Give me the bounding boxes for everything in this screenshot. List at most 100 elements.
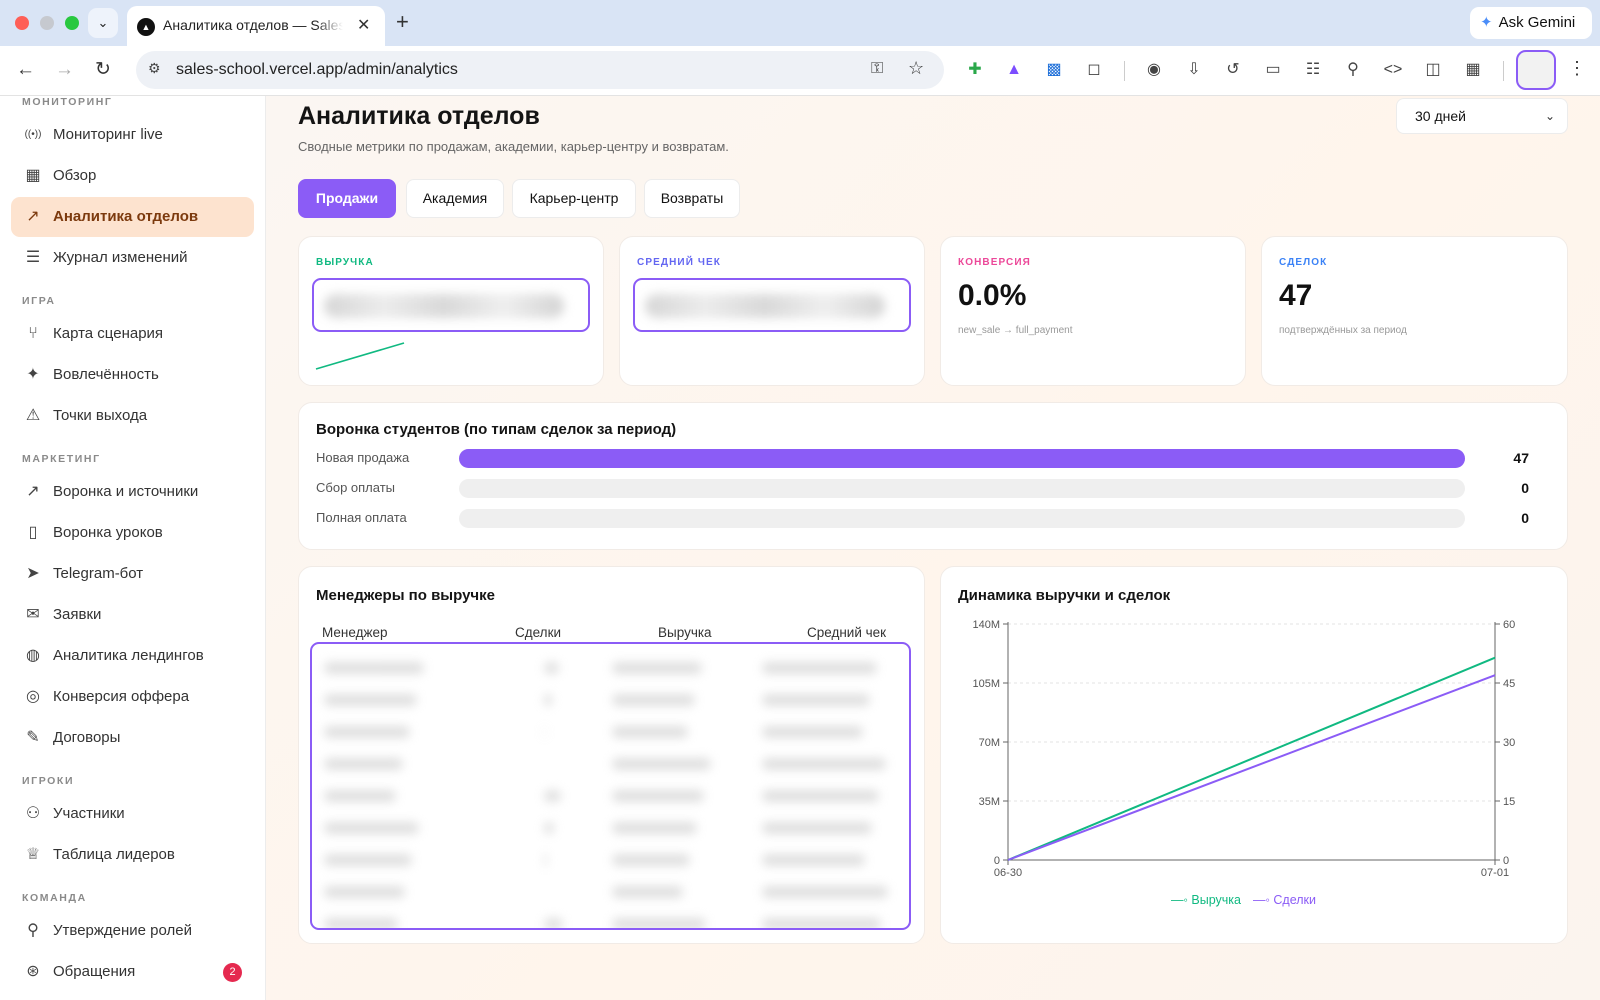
extension-s-icon[interactable]: ▩ — [1046, 61, 1062, 78]
sidebar-item[interactable]: ⊛ Обращения 2 — [11, 952, 254, 992]
send-icon: ➤ — [26, 565, 40, 582]
column-header-revenue[interactable]: Выручка — [658, 625, 712, 640]
password-key-icon[interactable]: ⚿ — [871, 60, 884, 77]
url-text[interactable]: sales-school.vercel.app/admin/analytics — [176, 61, 458, 78]
sidebar-item[interactable]: ▯ Воронка уроков — [11, 513, 254, 553]
funnel-title: Воронка студентов (по типам сделок за пе… — [316, 421, 677, 438]
sidebar-item[interactable]: ➤ Telegram-бот — [11, 554, 254, 594]
kpi-note: подтверждённых за период — [1279, 325, 1407, 336]
redacted-cell — [612, 854, 690, 866]
sidebar-item[interactable]: ◍ Аналитика лендингов — [11, 636, 254, 676]
sidebar-item[interactable]: ⚲ Утверждение ролей — [11, 911, 254, 951]
tab-career-center[interactable]: Карьер-центр — [512, 179, 636, 218]
download-icon[interactable]: ⇩ — [1187, 61, 1201, 78]
trend-icon: ↗ — [26, 208, 40, 225]
users-icon: ⚇ — [25, 805, 41, 822]
x-tick-label: 07-01 — [1481, 867, 1509, 879]
sparkline-line — [315, 342, 405, 370]
reload-icon[interactable]: ↻ — [95, 59, 111, 80]
funnel-bar-track — [459, 449, 1465, 468]
sidebar-item[interactable]: ↗ Воронка и источники — [11, 472, 254, 512]
browser-tab[interactable]: ▲ Аналитика отделов — Sales School ✕ — [127, 6, 385, 46]
sidebar-item[interactable]: ⚇ Участники — [11, 794, 254, 834]
sidebar-item[interactable]: ✉ Заявки — [11, 595, 254, 635]
redacted-cell — [324, 918, 398, 928]
extension-drop-icon[interactable]: ▲ — [1006, 61, 1022, 78]
sidebar-item[interactable]: ♕ Таблица лидеров — [11, 835, 254, 875]
ask-gemini-label: Ask Gemini — [1498, 14, 1576, 31]
redacted-cell — [612, 694, 695, 706]
redacted-cell — [324, 886, 405, 898]
redacted-cell — [324, 854, 412, 866]
trash-icon[interactable]: ◫ — [1425, 61, 1441, 78]
sidebar-item-label: Заявки — [53, 606, 102, 623]
sidebar-item-label: Мониторинг live — [53, 126, 163, 143]
tab-refunds[interactable]: Возвраты — [644, 179, 740, 218]
translate-icon[interactable]: ☷ — [1305, 61, 1321, 78]
tab-search-chevron-icon[interactable]: ⌄ — [88, 8, 118, 38]
close-window-button[interactable] — [15, 16, 29, 30]
sidebar-item[interactable]: ◎ Конверсия оффера — [11, 677, 254, 717]
funnel-bar-track — [459, 509, 1465, 528]
site-settings-icon[interactable]: ⚙ — [148, 60, 161, 76]
location-pin-icon[interactable]: ⚲ — [1347, 61, 1359, 78]
extensions-puzzle-icon[interactable]: ◻ — [1087, 61, 1101, 78]
contract-icon: ✎ — [26, 729, 40, 746]
sidebar-section-title: МОНИТОРИНГ — [22, 96, 113, 108]
toolbar-divider — [1503, 61, 1504, 81]
column-header-avg-check[interactable]: Средний чек — [807, 625, 887, 640]
trophy-icon: ♕ — [25, 846, 41, 863]
back-arrow-icon[interactable]: ← — [16, 59, 35, 80]
devices-icon[interactable]: ▭ — [1265, 61, 1281, 78]
tab-sales[interactable]: Продажи — [298, 179, 396, 218]
extension-plus-icon[interactable]: ✚ — [968, 61, 982, 78]
maximize-window-button[interactable] — [65, 16, 79, 30]
column-header-deals[interactable]: Сделки — [515, 625, 562, 640]
column-header-manager[interactable]: Менеджер — [322, 625, 388, 640]
address-bar[interactable]: ⚙ sales-school.vercel.app/admin/analytic… — [136, 51, 944, 89]
sidebar-item-label: Журнал изменений — [53, 249, 188, 266]
kpi-card-avg-check: СРЕДНИЙ ЧЕК — [619, 236, 925, 386]
sidebar-item-label: Аналитика отделов — [53, 208, 199, 225]
sidebar-item-label: Обзор — [53, 167, 97, 184]
legend-label: Сделки — [1273, 893, 1317, 907]
layout-icon[interactable]: ▦ — [1465, 61, 1481, 78]
vercel-favicon-icon: ▲ — [137, 18, 155, 36]
tab-academy[interactable]: Академия — [406, 179, 504, 218]
student-funnel-card: Воронка студентов (по типам сделок за пе… — [298, 402, 1568, 550]
redacted-cell — [612, 822, 697, 834]
y-right-tick-label: 15 — [1503, 796, 1515, 808]
x-tick-label: 06-30 — [994, 867, 1022, 879]
sidebar-item-label: Точки выхода — [53, 407, 148, 424]
sidebar-item-label: Конверсия оффера — [53, 688, 190, 705]
close-tab-icon[interactable]: ✕ — [357, 17, 371, 34]
profile-avatar[interactable] — [1516, 50, 1556, 90]
more-menu-icon[interactable]: ⋮ — [1568, 58, 1586, 78]
new-tab-icon[interactable]: + — [396, 9, 409, 34]
redacted-cell — [612, 662, 702, 674]
minimize-window-button[interactable] — [40, 16, 54, 30]
chart-title: Динамика выручки и сделок — [958, 587, 1171, 604]
screenshot-icon[interactable]: ◉ — [1147, 61, 1161, 78]
code-icon[interactable]: <> — [1383, 61, 1403, 78]
sidebar-item[interactable]: ✦ Вовлечённость — [11, 355, 254, 395]
sidebar-item[interactable]: ⚠ Точки выхода — [11, 396, 254, 436]
revenue-sparkline — [315, 342, 405, 370]
period-select[interactable]: 30 дней ⌄ — [1396, 98, 1568, 134]
bookmark-star-icon[interactable]: ☆ — [908, 58, 925, 78]
sidebar-item[interactable]: ⑂ Карта сценария — [11, 314, 254, 354]
forward-arrow-icon[interactable]: → — [55, 59, 74, 80]
sidebar-item[interactable]: ☰ Журнал изменений — [11, 238, 254, 278]
sidebar-item[interactable]: ((•)) Мониторинг live — [11, 115, 254, 155]
ask-gemini-button[interactable]: ✦ Ask Gemini — [1470, 7, 1592, 39]
redacted-value — [312, 278, 590, 332]
legend-item-revenue[interactable]: —◦ Выручка — [1171, 893, 1241, 907]
funnel-bar-track — [459, 479, 1465, 498]
y-right-tick-label: 0 — [1503, 855, 1509, 867]
managers-title: Менеджеры по выручке — [316, 587, 495, 604]
history-icon[interactable]: ↺ — [1226, 61, 1240, 78]
legend-item-deals[interactable]: —◦ Сделки — [1253, 893, 1317, 907]
sidebar-item[interactable]: ✎ Договоры — [11, 718, 254, 758]
sidebar-item[interactable]: ▦ Обзор — [11, 156, 254, 196]
sidebar-item[interactable]: ↗ Аналитика отделов — [11, 197, 254, 237]
